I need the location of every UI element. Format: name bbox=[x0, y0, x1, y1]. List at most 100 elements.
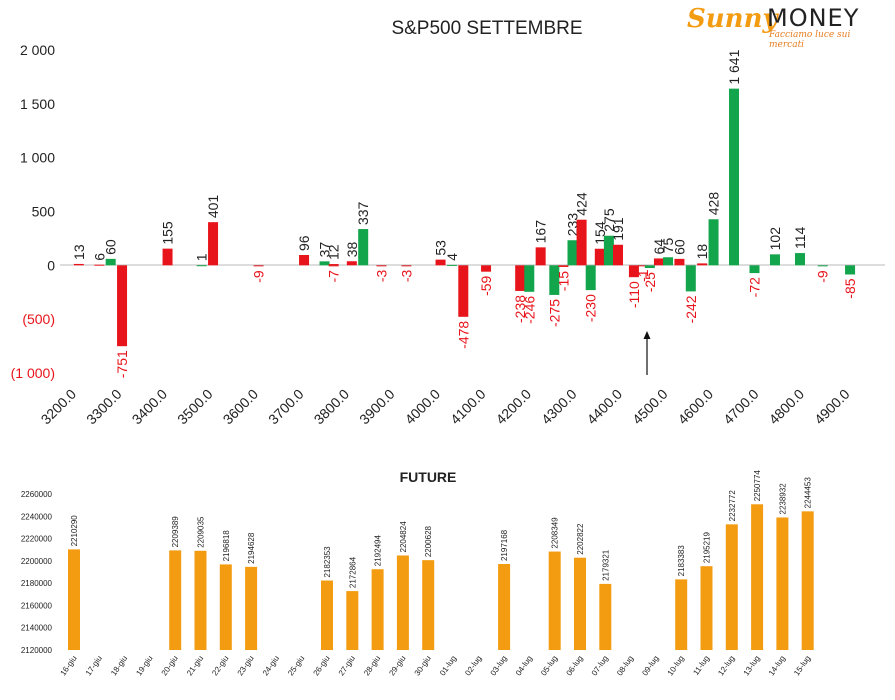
y-tick-label: 2140000 bbox=[21, 624, 53, 633]
y-tick-label: (500) bbox=[22, 311, 55, 327]
x-tick-label: 05-lug bbox=[539, 654, 559, 677]
future-bar bbox=[498, 564, 511, 650]
data-label: 60 bbox=[103, 239, 119, 255]
x-tick-label: 3200.0 bbox=[38, 386, 80, 428]
data-label: -85 bbox=[842, 278, 858, 298]
bar bbox=[481, 265, 492, 272]
y-tick-label: 1 500 bbox=[20, 96, 55, 112]
bar bbox=[729, 88, 740, 266]
bar bbox=[328, 264, 339, 266]
future-bar bbox=[700, 566, 713, 650]
bar bbox=[594, 248, 605, 266]
x-tick-label: 09-lug bbox=[640, 654, 660, 677]
future-data-label: 2194628 bbox=[247, 532, 256, 564]
x-tick-label: 14-lug bbox=[767, 654, 787, 677]
bar bbox=[196, 265, 207, 267]
data-label: 75 bbox=[660, 237, 676, 253]
x-tick-label: 16-giu bbox=[59, 654, 79, 677]
bar bbox=[567, 240, 578, 266]
y-tick-label: 0 bbox=[47, 257, 55, 273]
x-tick-label: 4100.0 bbox=[447, 386, 489, 428]
bar bbox=[697, 263, 708, 266]
x-tick-label: 04-lug bbox=[514, 654, 534, 677]
data-label: 37 bbox=[317, 242, 333, 258]
x-tick-label: 15-lug bbox=[792, 654, 812, 677]
data-label: 167 bbox=[533, 220, 549, 244]
x-tick-label: 3300.0 bbox=[83, 386, 125, 428]
chart-title: S&P500 SETTEMBRE bbox=[391, 18, 582, 39]
data-label: 428 bbox=[706, 192, 722, 216]
data-label: 18 bbox=[694, 244, 710, 260]
bar bbox=[94, 264, 105, 266]
y-tick-label: 2160000 bbox=[21, 601, 53, 610]
bar bbox=[535, 247, 546, 266]
bar bbox=[458, 265, 469, 317]
x-tick-label: 30-giu bbox=[413, 654, 433, 677]
sp500-settembre-chart: S&P500 SETTEMBRE 2 000 1 500 1 000 500 0 (500… bbox=[11, 18, 885, 428]
bar bbox=[117, 265, 128, 347]
future-data-label: 2197168 bbox=[500, 529, 509, 561]
x-tick-label: 08-lug bbox=[615, 654, 635, 677]
x-tick-label: 3500.0 bbox=[174, 386, 216, 428]
future-bar bbox=[776, 517, 789, 650]
future-bar bbox=[194, 550, 207, 650]
bar bbox=[769, 254, 780, 266]
x-tick-label: 4700.0 bbox=[720, 386, 762, 428]
future-bar bbox=[725, 524, 738, 650]
future-data-label: 2210290 bbox=[70, 515, 79, 547]
y-tick-label: 2120000 bbox=[21, 646, 53, 655]
data-label: -7 bbox=[326, 270, 342, 283]
bar bbox=[685, 265, 696, 292]
future-bar bbox=[68, 549, 80, 650]
future-bar bbox=[599, 583, 612, 650]
future-data-label: 2209389 bbox=[171, 516, 180, 548]
y-tick-label: (1 000) bbox=[11, 365, 55, 381]
x-tick-label: 29-giu bbox=[387, 654, 407, 677]
bar bbox=[653, 258, 664, 266]
future-bar bbox=[321, 580, 333, 650]
data-label: 60 bbox=[671, 239, 687, 255]
bar bbox=[524, 265, 535, 292]
data-label: 64 bbox=[651, 239, 667, 255]
x-tick-label: 01-lug bbox=[438, 654, 458, 677]
x-tick-label: 4300.0 bbox=[538, 386, 580, 428]
data-label: 4 bbox=[444, 253, 460, 261]
x-tick-label: 3400.0 bbox=[129, 386, 171, 428]
future-bar bbox=[548, 551, 561, 650]
data-label: -110 bbox=[626, 281, 642, 308]
data-label: 401 bbox=[205, 195, 221, 219]
bar bbox=[638, 265, 649, 267]
x-tick-label: 02-lug bbox=[463, 654, 483, 677]
x-tick-label: 4400.0 bbox=[584, 386, 626, 428]
x-tick-label: 27-giu bbox=[337, 654, 357, 677]
y-tick-label: 2260000 bbox=[21, 490, 53, 499]
bar bbox=[253, 265, 264, 267]
bar bbox=[613, 244, 623, 266]
future-data-label: 2204824 bbox=[399, 521, 408, 553]
bar bbox=[328, 265, 339, 267]
bar bbox=[208, 222, 219, 266]
bar bbox=[663, 257, 674, 266]
future-data-label: 2172864 bbox=[348, 556, 357, 588]
bar bbox=[603, 235, 614, 266]
future-chart: FUTURE 2120000 2140000 2160000 2180000 22000… bbox=[21, 469, 814, 677]
future-data-label: 2238932 bbox=[778, 483, 787, 515]
data-label: 155 bbox=[160, 221, 176, 245]
future-data-label: 2232772 bbox=[728, 490, 737, 522]
data-label: 233 bbox=[565, 213, 581, 237]
x-tick-label: 3700.0 bbox=[265, 386, 307, 428]
data-label: -751 bbox=[114, 350, 130, 378]
data-label: 12 bbox=[326, 244, 342, 260]
bar bbox=[644, 265, 655, 269]
future-data-label: 2192494 bbox=[374, 535, 383, 567]
x-tick-label: 22-giu bbox=[210, 654, 230, 677]
data-label: -1 bbox=[635, 269, 651, 282]
bar bbox=[346, 261, 357, 266]
x-tick-label: 23-giu bbox=[236, 654, 256, 677]
future-data-label: 2202822 bbox=[576, 523, 585, 555]
data-label: -246 bbox=[521, 296, 537, 324]
data-label: 275 bbox=[601, 208, 617, 232]
x-tick-label: 06-lug bbox=[565, 654, 585, 677]
bar bbox=[446, 264, 457, 266]
